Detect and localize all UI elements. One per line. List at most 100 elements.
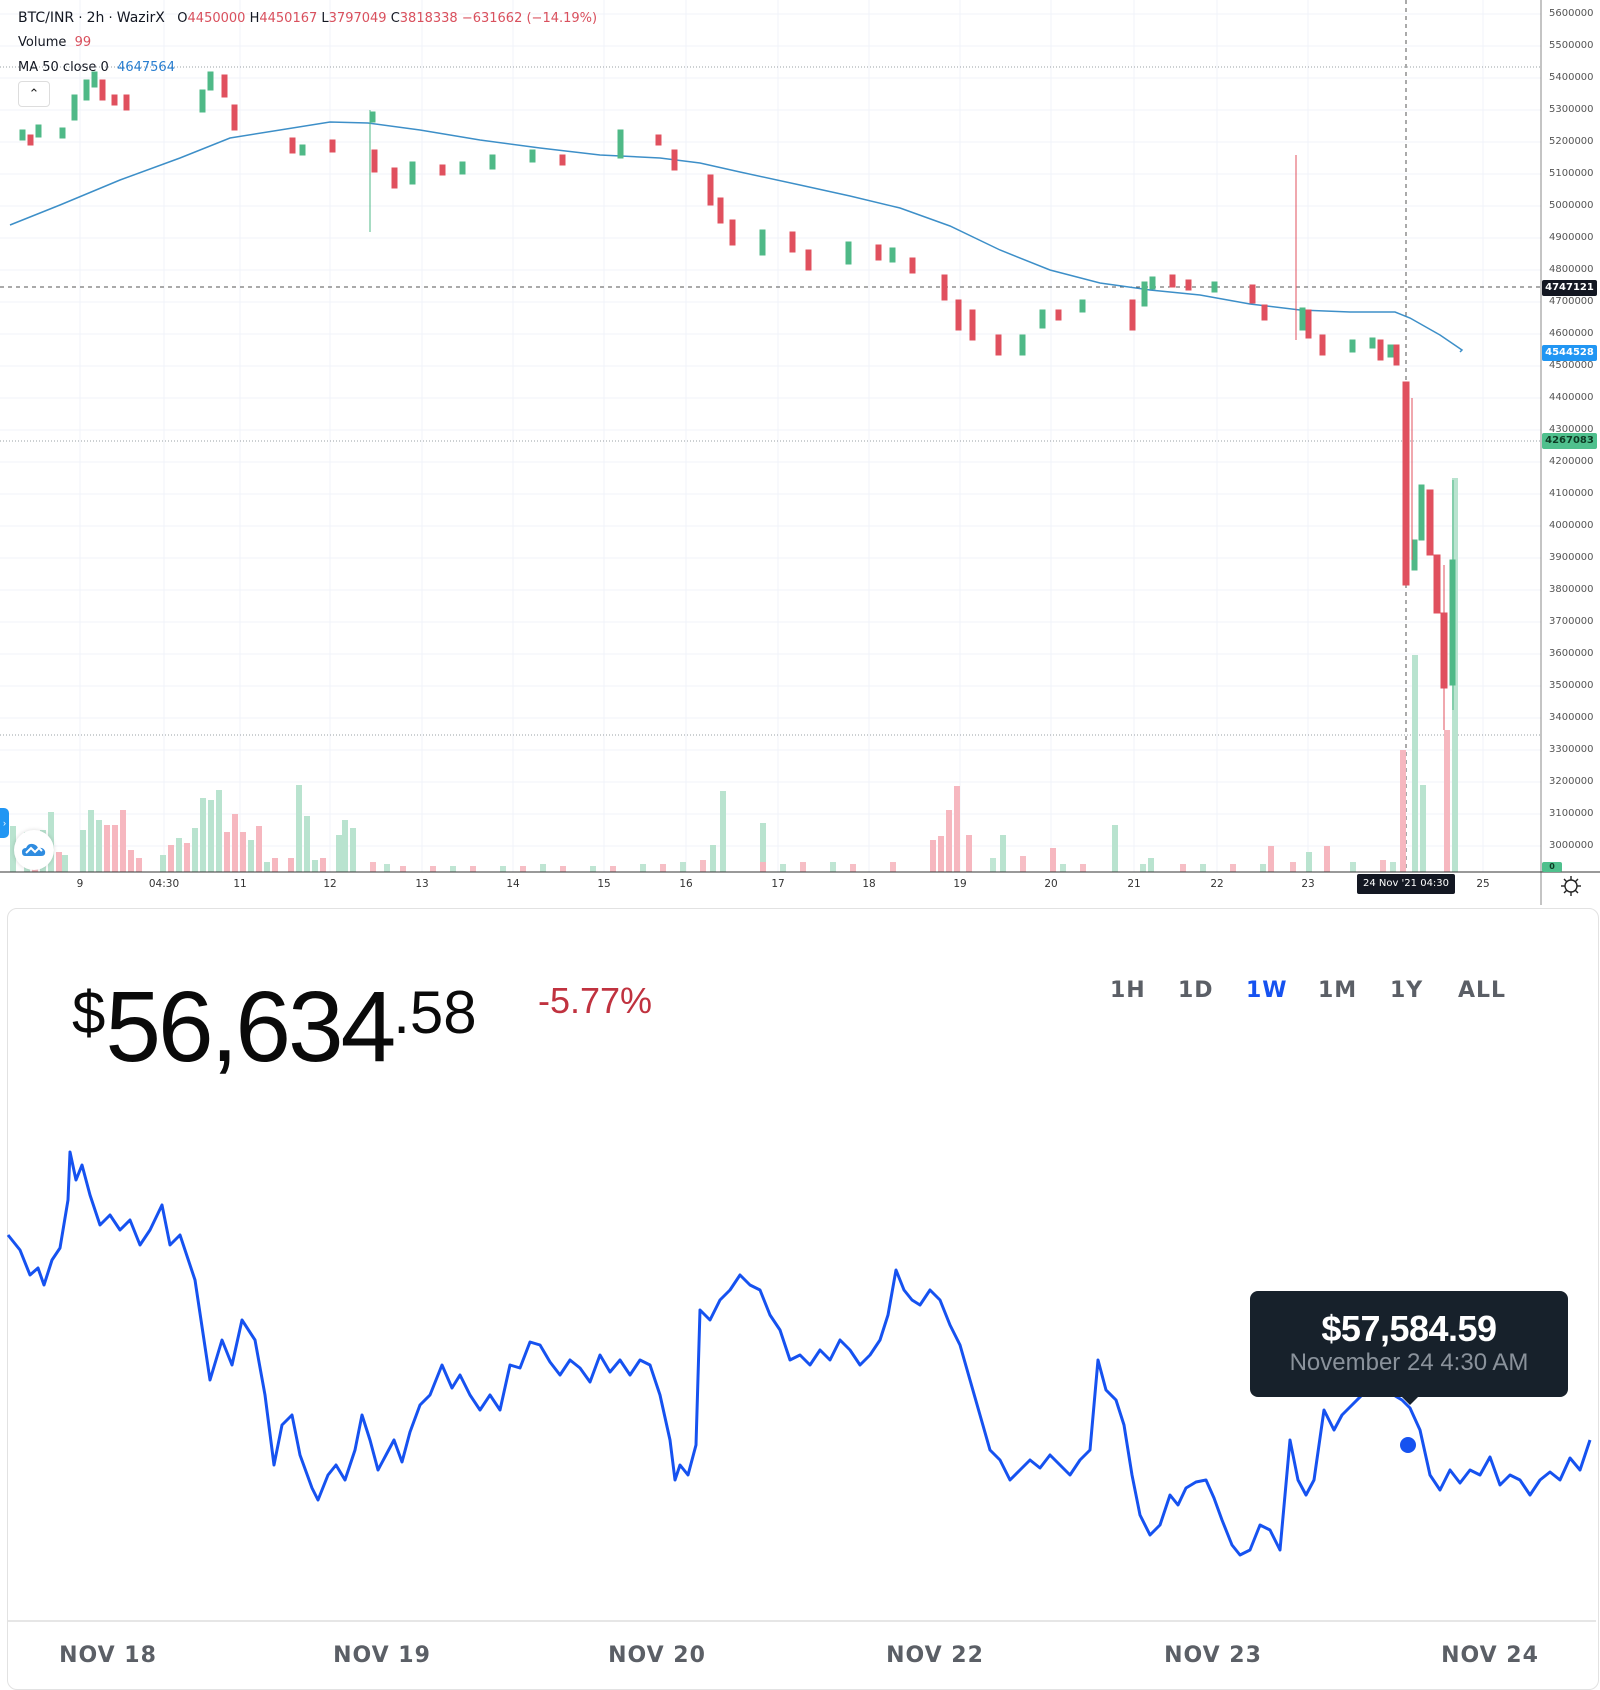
ohlc-high-label: H: [249, 11, 260, 26]
line-chart[interactable]: [0, 1150, 1600, 1630]
tradingview-logo[interactable]: [14, 830, 54, 870]
ohlc-open-label: O: [177, 11, 188, 26]
crosshair-price-tag: 4747121: [1542, 280, 1597, 296]
ohlc-low: 3797049: [328, 11, 387, 26]
price-tick: 3000000: [1549, 840, 1594, 851]
time-tick: 23: [1301, 878, 1315, 890]
price-tick: 5600000: [1549, 8, 1594, 19]
price-tick: 4700000: [1549, 296, 1594, 307]
time-tick: 15: [597, 878, 611, 890]
tab-1d[interactable]: 1D: [1178, 978, 1214, 1003]
volume-price-tag: 0: [1542, 862, 1562, 872]
price-tick: 3700000: [1549, 616, 1594, 627]
time-tick: 16: [679, 878, 693, 890]
expand-sidebar-button[interactable]: ›: [0, 808, 9, 838]
tab-1h[interactable]: 1H: [1110, 978, 1146, 1003]
crosshair-time-tag: 24 Nov '21 04:30: [1357, 874, 1455, 894]
axis-divider: [8, 1620, 1596, 1622]
volume-label: Volume: [18, 35, 67, 50]
time-tick: 20: [1044, 878, 1058, 890]
volume-legend[interactable]: Volume 99: [18, 35, 91, 50]
time-tick: 18: [862, 878, 876, 890]
price-change-percent: -5.77%: [538, 980, 653, 1021]
time-tick: 22: [1210, 878, 1224, 890]
tab-1m[interactable]: 1M: [1318, 978, 1358, 1003]
grid: [0, 0, 1541, 872]
hover-point: [1400, 1437, 1416, 1453]
last-price-tag: 4267083: [1542, 433, 1597, 449]
cloud-logo-icon: [22, 843, 46, 856]
price-tick: 4800000: [1549, 264, 1594, 275]
date-label: NOV 24: [1441, 1643, 1539, 1668]
tab-1w[interactable]: 1W: [1246, 978, 1288, 1003]
price-tick: 4500000: [1549, 360, 1594, 371]
time-tick: 13: [415, 878, 429, 890]
time-tick: 17: [771, 878, 785, 890]
date-label: NOV 20: [608, 1643, 706, 1668]
interval[interactable]: 2h: [86, 10, 105, 26]
price-tick: 4300000: [1549, 424, 1594, 435]
date-label: NOV 22: [886, 1643, 984, 1668]
ohlc-close-label: C: [390, 11, 400, 26]
tooltip-price: $57,584.59: [1321, 1308, 1497, 1349]
chevron-up-icon: ⌃: [28, 86, 40, 101]
price-tick: 3900000: [1549, 552, 1594, 563]
price-tick: 5500000: [1549, 40, 1594, 51]
time-tick: 12: [323, 878, 337, 890]
price-tick: 3600000: [1549, 648, 1594, 659]
price-tooltip: $57,584.59 November 24 4:30 AM: [1250, 1291, 1568, 1405]
price-tick: 5400000: [1549, 72, 1594, 83]
ma-price-tag: 4544528: [1542, 345, 1597, 361]
symbol[interactable]: BTC/INR: [18, 10, 75, 26]
price-line: [6, 1150, 1592, 1557]
time-tick: 04:30: [148, 878, 180, 890]
price-tick: 4900000: [1549, 232, 1594, 243]
price-tick: 5300000: [1549, 104, 1594, 115]
symbol-legend[interactable]: BTC/INR · 2h · WazirX O4450000 H4450167 …: [18, 10, 598, 26]
price-tick: 4000000: [1549, 520, 1594, 531]
ohlc-low-label: L: [321, 11, 329, 26]
chevron-right-icon: ›: [3, 818, 6, 828]
ohlc-change: −631662 (−14.19%): [461, 11, 598, 26]
ma50-line: [9, 121, 1464, 353]
tab-1y[interactable]: 1Y: [1390, 978, 1424, 1003]
exchange: WazirX: [116, 10, 165, 26]
price-tick: 5200000: [1549, 136, 1594, 147]
time-tick: 11: [233, 878, 247, 890]
price-tick: 3300000: [1549, 744, 1594, 755]
time-tick: 9: [76, 878, 84, 890]
tooltip-date: November 24 4:30 AM: [1289, 1349, 1529, 1376]
price-tick: 3200000: [1549, 776, 1594, 787]
volume-value: 99: [74, 35, 92, 50]
volume-bars: [10, 478, 1458, 872]
ma-value: 4647564: [117, 60, 175, 75]
tab-all[interactable]: ALL: [1458, 978, 1507, 1003]
price-tick: 3800000: [1549, 584, 1594, 595]
collapse-legend-button[interactable]: ⌃: [18, 81, 50, 107]
price-decimal: .58: [393, 979, 477, 1046]
settings-gear-icon[interactable]: [1560, 875, 1582, 897]
date-label: NOV 18: [59, 1643, 157, 1668]
ohlc-close: 3818338: [399, 11, 458, 26]
price-tick: 3400000: [1549, 712, 1594, 723]
time-tick: 14: [506, 878, 520, 890]
ma-legend[interactable]: MA 50 close 0 4647564: [18, 60, 175, 75]
candles: [19, 71, 1456, 730]
price-tick: 4200000: [1549, 456, 1594, 467]
price-integer: 56,634: [105, 971, 396, 1083]
candlestick-plot[interactable]: [0, 0, 1600, 905]
price-tick: 3500000: [1549, 680, 1594, 691]
current-price: $56,634.58: [72, 970, 477, 1085]
ohlc-open: 4450000: [187, 11, 246, 26]
price-tick: 5100000: [1549, 168, 1594, 179]
price-tick: 4100000: [1549, 488, 1594, 499]
tradingview-chart[interactable]: BTC/INR · 2h · WazirX O4450000 H4450167 …: [0, 0, 1600, 905]
date-label: NOV 19: [333, 1643, 431, 1668]
ohlc-high: 4450167: [259, 11, 318, 26]
price-tick: 4600000: [1549, 328, 1594, 339]
ma-label: MA 50 close 0: [18, 60, 109, 75]
price-currency: $: [72, 979, 106, 1046]
date-label: NOV 23: [1164, 1643, 1262, 1668]
time-tick: 21: [1127, 878, 1141, 890]
price-tick: 5000000: [1549, 200, 1594, 211]
